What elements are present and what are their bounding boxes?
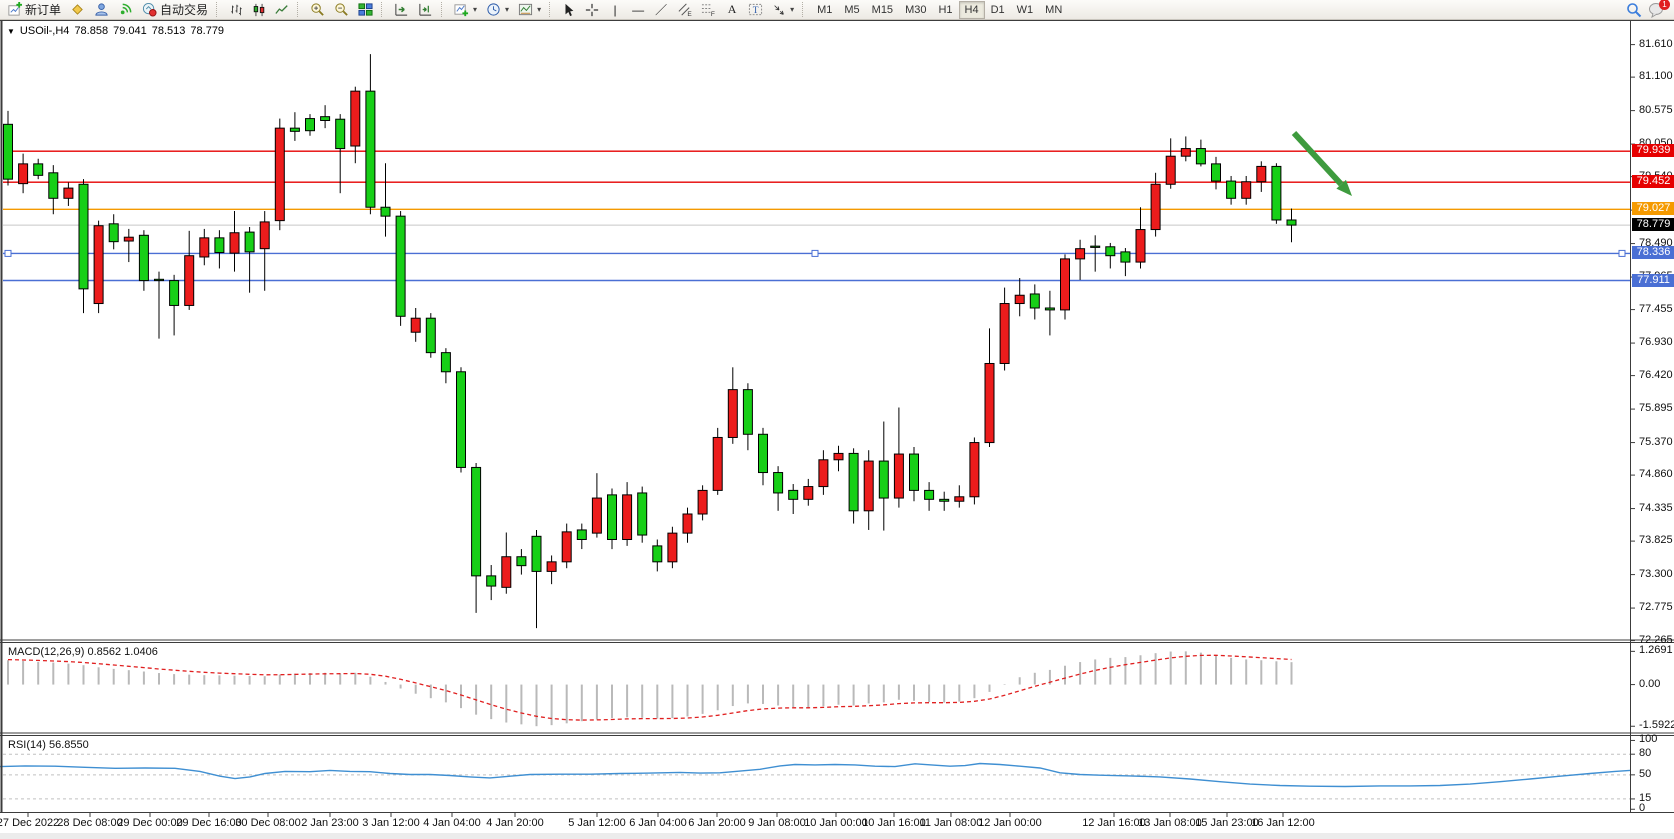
candlestick-chart-icon	[253, 3, 265, 16]
templates-button[interactable]: ▾	[514, 0, 545, 20]
periods-dropdown-caret[interactable]: ▾	[505, 5, 510, 14]
line-handle[interactable]	[1618, 249, 1626, 257]
rsi-line	[0, 762, 1631, 788]
new-order-button[interactable]: 新订单	[3, 0, 65, 20]
arrows-tool-button[interactable]: ▾	[768, 0, 798, 20]
candlestick-chart-button[interactable]	[248, 0, 270, 20]
text-label-tool-button[interactable]: T	[744, 0, 767, 20]
channel-tool-button[interactable]: E	[673, 0, 696, 20]
quote-high: 79.041	[113, 25, 147, 37]
auto-trading-button[interactable]: 自动交易	[138, 0, 212, 20]
quote-close: 78.779	[190, 25, 225, 37]
toolbar-separator	[549, 2, 554, 17]
quote-low: 78.513	[151, 25, 186, 37]
signals-icon	[120, 3, 132, 15]
market-watch-icon	[72, 4, 83, 15]
toolbar-separator	[802, 2, 807, 17]
cursor-icon	[565, 3, 574, 16]
chart-dropdown-icon[interactable]: ▼	[7, 26, 15, 36]
fibonacci-icon: F	[702, 4, 715, 17]
periods-button[interactable]: ▾	[482, 0, 513, 20]
line-chart-icon	[275, 4, 288, 14]
bar-chart-button[interactable]	[225, 0, 247, 20]
toolbar-separator	[441, 2, 446, 17]
timeframe-button-m30[interactable]: M30	[905, 3, 927, 16]
tile-windows-button[interactable]	[354, 0, 377, 20]
cursor-tool-button[interactable]	[558, 0, 580, 20]
equidistant-channel-icon: E	[678, 3, 692, 17]
search-icon[interactable]	[1626, 2, 1642, 18]
svg-text:E: E	[687, 11, 692, 17]
macd-signal-line	[7, 654, 1292, 721]
signals-button[interactable]	[114, 0, 137, 20]
zoom-in-icon	[311, 3, 324, 16]
indicators-button[interactable]: ▾	[450, 0, 481, 20]
toolbar-separator	[381, 2, 386, 17]
auto-scroll-icon	[395, 3, 408, 16]
notification-count-badge: 1	[1659, 0, 1670, 10]
horizontal-line-tool-button[interactable]: —	[627, 0, 649, 20]
timeframe-button-m15[interactable]: M15	[871, 3, 894, 16]
text-icon: A	[727, 2, 737, 16]
text-label-icon: T	[749, 3, 763, 16]
trendline-icon: ／	[655, 3, 668, 17]
new-order-label: 新订单	[25, 3, 62, 17]
timeframe-button-h4[interactable]: H4	[958, 0, 985, 19]
timeframe-button-m5[interactable]: M5	[844, 3, 860, 16]
auto-trading-icon	[142, 2, 157, 17]
timeframe-button-d1[interactable]: D1	[990, 3, 1005, 16]
vertical-line-tool-button[interactable]: |	[604, 0, 626, 20]
arrows-dropdown-caret[interactable]: ▾	[790, 5, 795, 14]
bar-chart-icon	[231, 4, 242, 15]
accounts-icon	[95, 3, 108, 16]
timeframe-toolbar: M1 M5 M15 M30 H1 H4 D1 W1 MN	[811, 0, 1068, 19]
timeframe-button-w1[interactable]: W1	[1016, 3, 1034, 16]
toolbar-separator	[297, 2, 302, 17]
tile-windows-icon	[358, 3, 373, 16]
notifications-button[interactable]: 1	[1648, 0, 1670, 18]
zoom-in-button[interactable]	[306, 0, 329, 20]
crosshair-icon	[585, 3, 599, 16]
timeframe-button-m1[interactable]: M1	[817, 3, 833, 16]
arrows-tool-icon	[774, 4, 784, 15]
auto-scroll-button[interactable]	[390, 0, 413, 20]
line-handle[interactable]	[4, 249, 12, 257]
text-tool-button[interactable]: A	[721, 0, 743, 20]
templates-icon	[519, 3, 533, 16]
timeframe-button-mn[interactable]: MN	[1045, 3, 1063, 16]
templates-dropdown-caret[interactable]: ▾	[537, 5, 542, 14]
line-handle[interactable]	[811, 249, 819, 257]
crosshair-tool-button[interactable]	[581, 0, 603, 20]
quote-open: 78.858	[74, 25, 109, 37]
main-toolbar: 新订单 自动交易	[0, 0, 1674, 20]
chart-shift-button[interactable]	[414, 0, 437, 20]
svg-text:F: F	[711, 11, 715, 17]
trendline-tool-button[interactable]: ／	[650, 0, 672, 20]
toolbar-separator	[216, 2, 221, 17]
fibonacci-tool-button[interactable]: F	[697, 0, 720, 20]
indicators-icon	[454, 4, 469, 17]
svg-text:T: T	[753, 6, 759, 16]
new-order-icon	[8, 2, 22, 16]
auto-trading-label: 自动交易	[160, 3, 209, 17]
symbol-period-label: USOil-,H4	[19, 25, 70, 37]
horizontal-line-icon: —	[632, 2, 645, 17]
market-watch-button[interactable]	[66, 0, 89, 20]
zoom-out-button[interactable]	[330, 0, 353, 20]
timeframe-button-h1[interactable]: H1	[938, 3, 953, 16]
vertical-line-icon: |	[613, 2, 617, 17]
macd-histogram	[7, 651, 1293, 727]
candles-layer	[3, 54, 1297, 629]
clock-icon	[487, 3, 500, 16]
window-bottom-edge	[0, 833, 1674, 839]
zoom-out-icon	[335, 3, 348, 16]
annotation-arrow-down[interactable]	[1291, 130, 1352, 196]
indicators-dropdown-caret[interactable]: ▾	[473, 5, 478, 14]
accounts-button[interactable]	[90, 0, 113, 20]
line-chart-button[interactable]	[271, 0, 293, 20]
chart-shift-icon	[419, 3, 432, 16]
quote-bar: ▼ USOil-,H4 78.858 79.041 78.513 78.779	[7, 25, 224, 37]
